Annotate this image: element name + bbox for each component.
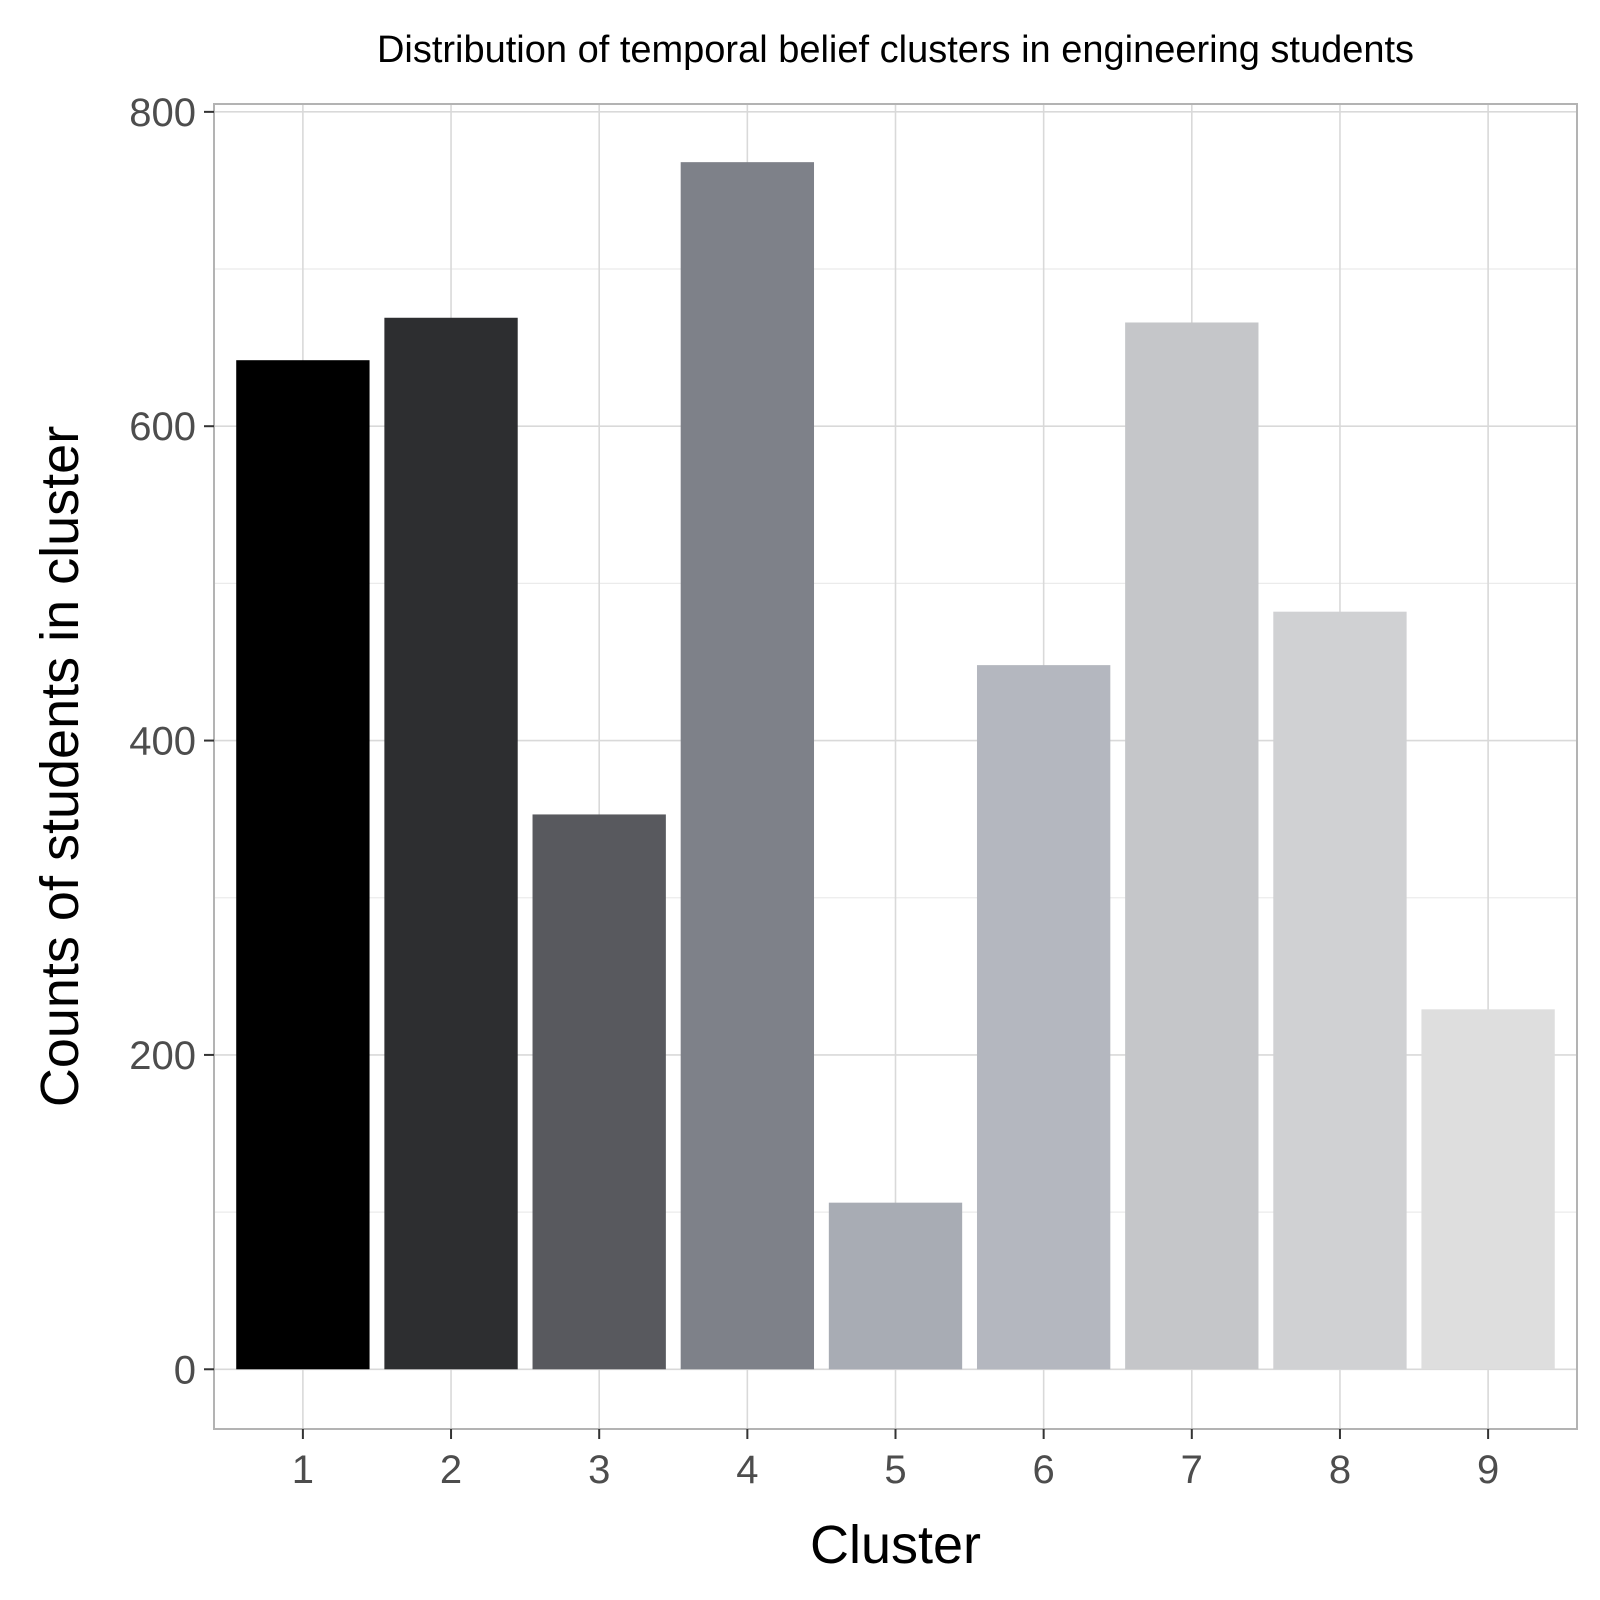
x-tick-label: 8 bbox=[1329, 1448, 1351, 1492]
x-tick-label: 1 bbox=[292, 1448, 314, 1492]
bar-cluster-8 bbox=[1273, 611, 1407, 1370]
y-tick-label: 200 bbox=[129, 1034, 196, 1078]
x-tick-label: 7 bbox=[1181, 1448, 1203, 1492]
x-tick-label: 4 bbox=[736, 1448, 758, 1492]
x-tick-label: 5 bbox=[884, 1448, 906, 1492]
x-tick-label: 2 bbox=[440, 1448, 462, 1492]
bar-cluster-7 bbox=[1125, 322, 1259, 1370]
x-tick-label: 6 bbox=[1033, 1448, 1055, 1492]
y-axis-title: Counts of students in cluster bbox=[30, 426, 90, 1107]
y-tick-label: 800 bbox=[129, 91, 196, 135]
x-tick-label: 3 bbox=[588, 1448, 610, 1492]
bar-cluster-6 bbox=[976, 665, 1111, 1370]
y-tick-label: 400 bbox=[129, 720, 196, 764]
x-axis-ticks: 1 2 3 4 5 6 7 8 9 bbox=[292, 1429, 1499, 1492]
y-axis-ticks: 0 200 400 600 800 bbox=[129, 91, 214, 1392]
y-tick-label: 600 bbox=[129, 405, 196, 449]
bar-cluster-2 bbox=[384, 317, 518, 1370]
bar-cluster-4 bbox=[680, 162, 815, 1370]
bar-cluster-3 bbox=[532, 814, 666, 1370]
x-axis-title: Cluster bbox=[810, 1515, 981, 1575]
bars bbox=[236, 162, 1555, 1370]
bar-cluster-9 bbox=[1421, 1009, 1555, 1370]
bar-cluster-1 bbox=[236, 360, 370, 1370]
y-tick-label: 0 bbox=[174, 1348, 196, 1392]
x-tick-label: 9 bbox=[1477, 1448, 1499, 1492]
bar-cluster-5 bbox=[828, 1202, 963, 1370]
chart-title: Distribution of temporal belief clusters… bbox=[377, 29, 1414, 71]
